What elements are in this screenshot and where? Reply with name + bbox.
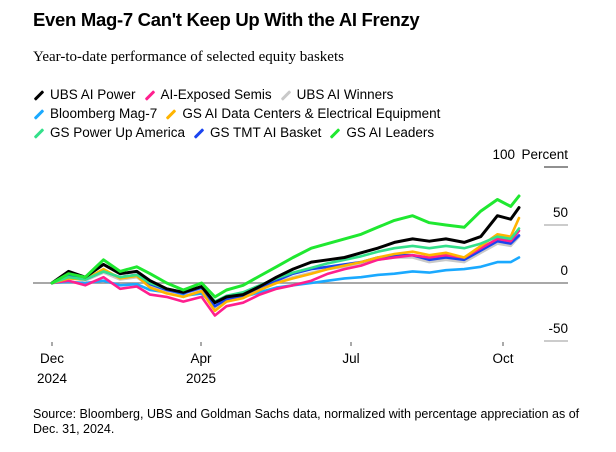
chart-title: Even Mag-7 Can't Keep Up With the AI Fre… <box>33 9 420 30</box>
x-tick-label: Apr <box>190 351 212 366</box>
legend-label: UBS AI Winners <box>296 87 394 102</box>
legend-swatch <box>330 128 341 139</box>
y-tick-label: 0 <box>560 263 568 278</box>
y-tick-label: -50 <box>548 321 568 336</box>
y-tick-label: 50 <box>553 205 568 220</box>
series-line-ai-exposed-semis <box>50 229 521 317</box>
x-tick-label: Oct <box>492 351 513 366</box>
legend-label: GS AI Leaders <box>346 125 435 140</box>
legend-label: GS TMT AI Basket <box>210 125 322 140</box>
series-line-bloomberg-mag-7 <box>50 256 521 308</box>
legend-item-ubs-ai-power: UBS AI Power <box>33 85 136 104</box>
legend-item-gs-ai-data-centers-electrical-equipment: GS AI Data Centers & Electrical Equipmen… <box>165 104 440 123</box>
legend-label: Bloomberg Mag-7 <box>50 106 158 121</box>
legend-label: AI-Exposed Semis <box>160 87 272 102</box>
legend-swatch <box>33 128 45 139</box>
legend-label: UBS AI Power <box>50 87 136 102</box>
legend-swatch <box>166 109 177 120</box>
y-tick-label: 100 <box>492 147 515 162</box>
series-line-gs-power-up-america <box>50 227 521 303</box>
legend-label: GS Power Up America <box>50 125 186 140</box>
legend-item-ai-exposed-semis: AI-Exposed Semis <box>144 85 272 104</box>
legend-row: UBS AI Power AI-Exposed Semis UBS AI Winne… <box>33 85 573 104</box>
chart-subtitle: Year-to-date performance of selected equ… <box>33 49 344 65</box>
x-tick-sublabel: 2025 <box>186 371 216 386</box>
x-tick-label: Jul <box>342 351 359 366</box>
line-chart: 100 50 0 -50 Percent Dec 2024 Apr 2025 Jul Oct <box>33 147 568 386</box>
series-line-ubs-ai-power <box>50 206 521 305</box>
legend-item-bloomberg-mag-7: Bloomberg Mag-7 <box>33 104 157 123</box>
x-tick-label: Dec <box>40 351 64 366</box>
legend-row: Bloomberg Mag-7 GS AI Data Centers & Elec… <box>33 104 573 123</box>
legend-item-gs-tmt-ai-basket: GS TMT AI Basket <box>193 123 321 142</box>
y-unit-label: Percent <box>521 147 568 162</box>
legend-swatch <box>33 109 45 120</box>
legend-label: GS AI Data Centers & Electrical Equipmen… <box>182 106 441 121</box>
chart-legend: UBS AI Power AI-Exposed Semis UBS AI Winne… <box>33 85 573 142</box>
series-line-gs-ai-data-centers-electrical-equipment <box>50 216 521 313</box>
legend-item-gs-power-up-america: GS Power Up America <box>33 123 185 142</box>
x-tick-sublabel: 2024 <box>37 371 68 386</box>
legend-swatch <box>33 90 45 101</box>
legend-swatch <box>193 128 205 139</box>
legend-item-gs-ai-leaders: GS AI Leaders <box>329 123 434 142</box>
legend-swatch <box>280 90 291 101</box>
legend-row: GS Power Up America GS TMT AI Basket GS AI… <box>33 123 573 142</box>
series-line-gs-ai-leaders <box>50 194 521 299</box>
legend-swatch <box>144 90 155 101</box>
source-note: Source: Bloomberg, UBS and Goldman Sachs… <box>33 407 580 436</box>
legend-item-ubs-ai-winners: UBS AI Winners <box>280 85 394 104</box>
